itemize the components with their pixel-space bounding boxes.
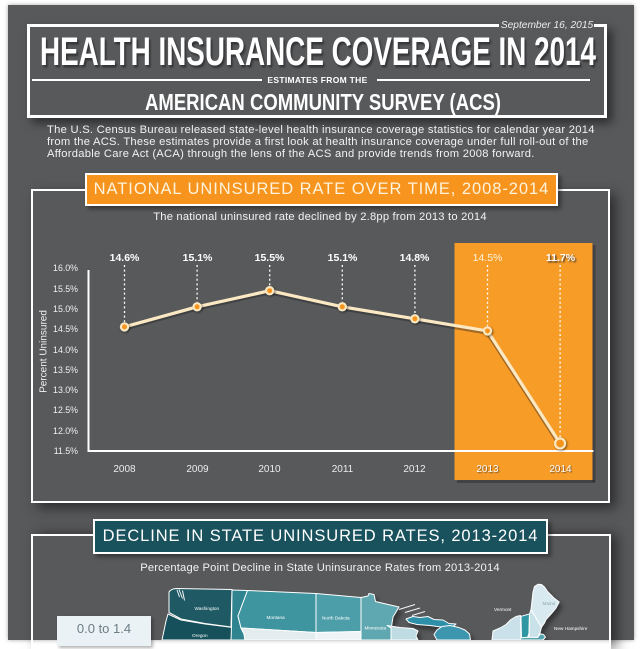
svg-text:North Dakota: North Dakota [322, 616, 350, 621]
svg-text:New Hampshire: New Hampshire [554, 626, 588, 631]
svg-text:Vermont: Vermont [494, 607, 512, 612]
svg-text:Oregon: Oregon [192, 633, 208, 638]
svg-text:Minnesota: Minnesota [365, 626, 387, 631]
svg-text:Washington: Washington [195, 606, 220, 611]
svg-text:Maine: Maine [543, 601, 556, 606]
svg-text:Montana: Montana [267, 615, 286, 620]
